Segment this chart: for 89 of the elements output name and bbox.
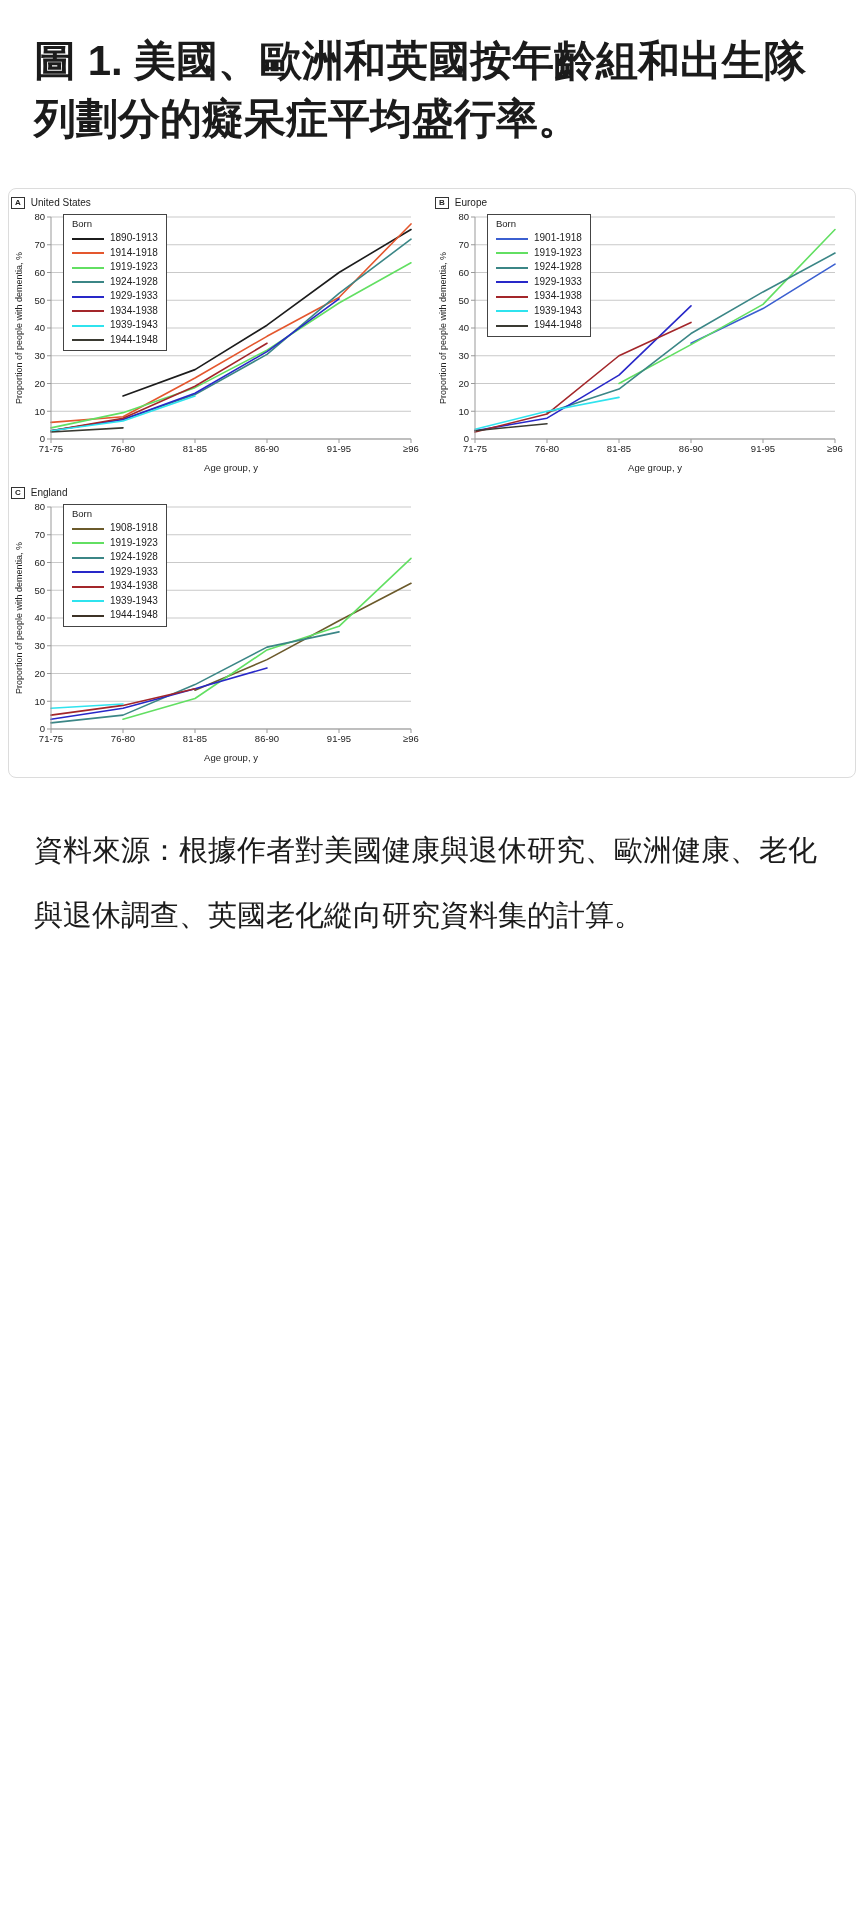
y-tick-label: 70 <box>458 239 469 251</box>
x-tick-label: 71-75 <box>462 442 488 454</box>
line-series <box>618 228 836 385</box>
y-tick-label: 10 <box>34 405 45 417</box>
legend-label: 1924-1928 <box>534 260 582 275</box>
y-tick-label: 70 <box>34 529 45 541</box>
x-axis-title: Age group, y <box>204 461 259 473</box>
y-tick-label: 0 <box>39 723 45 735</box>
x-tick-label: ≥96 <box>403 732 419 744</box>
y-tick-label: 30 <box>34 640 45 652</box>
x-tick-label: 91-95 <box>750 442 776 454</box>
y-tick-label: 60 <box>34 266 45 278</box>
text: C <box>11 486 25 499</box>
y-tick-label: 40 <box>458 322 469 334</box>
legend-label: 1929-1933 <box>534 274 582 289</box>
x-tick-label: 76-80 <box>534 442 560 454</box>
line-series <box>50 630 340 724</box>
legend-label: 1944-1948 <box>110 332 158 347</box>
x-tick-label: 81-85 <box>182 442 208 454</box>
line-series <box>50 342 268 432</box>
legend-label: 1944-1948 <box>534 318 582 333</box>
y-tick-label: 0 <box>463 433 469 445</box>
y-axis-title: Proportion of people with dementia, % <box>14 541 25 694</box>
y-axis-title: Proportion of people with dementia, % <box>14 251 25 404</box>
chart-title: England <box>30 487 68 499</box>
chart-title: Europe <box>454 197 488 209</box>
x-tick-label: 86-90 <box>254 442 280 454</box>
legend-label: 1919-1923 <box>534 245 582 260</box>
y-tick-label: 20 <box>34 377 45 389</box>
y-tick-label: 20 <box>458 377 469 389</box>
x-axis-title: Age group, y <box>628 461 683 473</box>
legend-title: Born <box>72 506 94 521</box>
x-tick-label: 91-95 <box>326 442 352 454</box>
text: B <box>435 196 449 209</box>
legend-title: Born <box>72 216 94 231</box>
legend-label: 1919-1923 <box>110 535 158 550</box>
legend-label: 1929-1933 <box>110 289 158 304</box>
y-tick-label: 30 <box>34 350 45 362</box>
caption: 圖 1. 美國、歐洲和英國按年齡組和出生隊列劃分的癡呆症平均盛行率。 <box>32 36 808 144</box>
x-axis-title: Age group, y <box>204 751 259 763</box>
y-tick-label: 30 <box>458 350 469 362</box>
line-series <box>194 582 412 691</box>
y-tick-label: 50 <box>458 294 469 306</box>
legend-label: 1934-1938 <box>110 303 158 318</box>
legend-label: 1924-1928 <box>110 550 158 565</box>
x-tick-label: 81-85 <box>606 442 632 454</box>
x-tick-label: ≥96 <box>827 442 843 454</box>
y-tick-label: 80 <box>34 211 45 223</box>
x-tick-label: 86-90 <box>254 732 280 744</box>
legend-label: 1929-1933 <box>110 564 158 579</box>
legend-label: 1939-1943 <box>110 593 158 608</box>
source-note: 資料來源：根據作者對美國健康與退休研究、歐洲健康、老化與退休調查、英國老化縱向研究資料集的計算。 <box>33 832 818 934</box>
y-axis-title: Proportion of people with dementia, % <box>438 251 449 404</box>
legend-label: 1919-1923 <box>110 260 158 275</box>
x-tick-label: 71-75 <box>38 732 64 744</box>
text: A <box>11 196 25 209</box>
x-tick-label: 71-75 <box>38 442 64 454</box>
x-tick-label: ≥96 <box>403 442 419 454</box>
chart-title: United States <box>30 197 91 209</box>
legend-label: 1908-1918 <box>110 521 158 536</box>
y-tick-label: 40 <box>34 612 45 624</box>
y-tick-label: 40 <box>34 322 45 334</box>
y-tick-label: 60 <box>34 556 45 568</box>
y-tick-label: 70 <box>34 239 45 251</box>
y-tick-label: 0 <box>39 433 45 445</box>
legend-label: 1944-1948 <box>110 608 158 623</box>
y-tick-label: 80 <box>34 501 45 513</box>
legend-label: 1939-1943 <box>110 318 158 333</box>
x-tick-label: 76-80 <box>110 732 136 744</box>
x-tick-label: 76-80 <box>110 442 136 454</box>
y-tick-label: 20 <box>34 667 45 679</box>
legend-label: 1901-1918 <box>534 231 582 246</box>
y-tick-label: 60 <box>458 266 469 278</box>
x-tick-label: 91-95 <box>326 732 352 744</box>
y-tick-label: 10 <box>458 405 469 417</box>
legend-label: 1890-1913 <box>110 231 158 246</box>
legend-label: 1914-1918 <box>110 245 158 260</box>
legend-label: 1939-1943 <box>534 303 582 318</box>
line-series <box>50 667 268 720</box>
legend-label: 1934-1938 <box>534 289 582 304</box>
y-tick-label: 10 <box>34 695 45 707</box>
legend-label: 1934-1938 <box>110 579 158 594</box>
y-tick-label: 50 <box>34 294 45 306</box>
y-tick-label: 80 <box>458 211 469 223</box>
x-tick-label: 86-90 <box>678 442 704 454</box>
x-tick-label: 81-85 <box>182 732 208 744</box>
legend-title: Born <box>496 216 518 231</box>
legend-label: 1924-1928 <box>110 274 158 289</box>
y-tick-label: 50 <box>34 584 45 596</box>
